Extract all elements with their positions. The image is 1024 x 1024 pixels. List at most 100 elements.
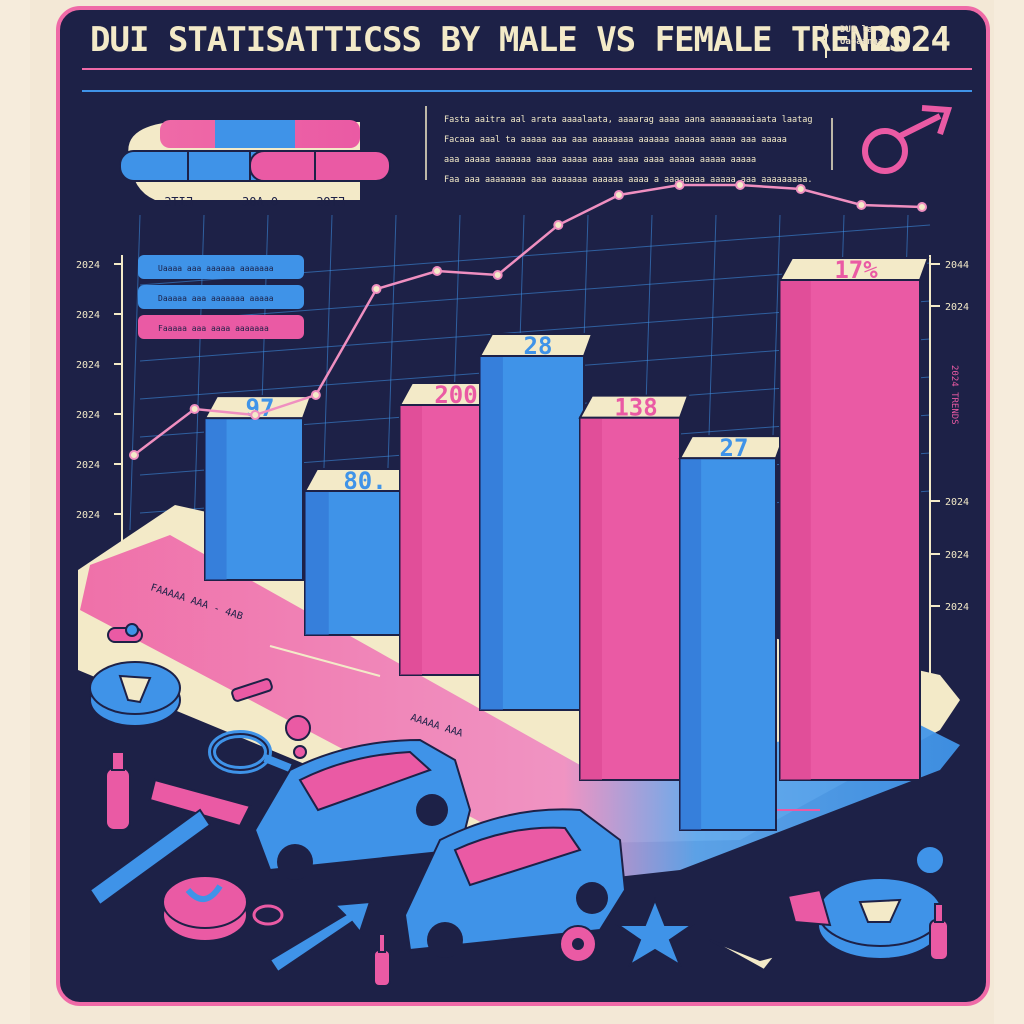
description-line: aaa aaaaa aaaaaaa aaaa aaaaa aaaa aaaa a…: [444, 155, 756, 165]
bar-side: [305, 491, 329, 635]
summary-card: ƧTIƎ 30Ʌ.0 ƧOTƎ: [119, 120, 391, 209]
description-line: Facaaa aaal ta aaaaa aaa aaa aaaaaaaa aa…: [444, 135, 787, 145]
bar-side: [780, 280, 811, 780]
bar: 138: [578, 394, 690, 781]
left-axis-tick-label: 2024: [76, 510, 100, 521]
male-symbol-icon: [862, 105, 953, 174]
legend-item: [138, 285, 304, 309]
summary-card-label: ƧOTƎ: [316, 195, 345, 209]
left-axis-tick-label: 2024: [76, 310, 100, 321]
bar-side: [680, 458, 702, 830]
bar-top: [778, 257, 930, 281]
right-axis-tick-label: 2024: [945, 550, 969, 561]
bar: 17%: [778, 256, 930, 781]
right-axis-ticks: 2044 2024 2024 2024 2024: [930, 260, 969, 613]
right-axis-label: 2024 TRENDS: [949, 365, 959, 425]
legend-item: [138, 255, 304, 279]
trend-line-group: [129, 180, 927, 460]
left-axis-ticks: 2024 2024 2024 2024 2024 2024: [76, 260, 122, 521]
legend-item: [138, 315, 304, 339]
title-bar: DUI STATISATTICSS BY MALE VS FEMALE TREN…: [90, 20, 951, 68]
trend-point: [189, 404, 200, 414]
trend-point: [371, 284, 382, 294]
trend-point: [432, 266, 443, 276]
bottle-icon: [105, 751, 131, 831]
bar-value-label: 97: [246, 394, 275, 422]
bar-top: [578, 394, 690, 419]
trend-point: [735, 180, 746, 190]
location-pin-icon: [285, 715, 311, 759]
bar-value-label: 200: [434, 381, 477, 409]
bar: 97: [203, 394, 313, 581]
police-emblem-icon: [559, 925, 597, 963]
trend-line: [133, 183, 923, 456]
syringe-icon: [231, 678, 273, 702]
pill-icon: [107, 623, 143, 643]
title-rule-blue: [82, 90, 972, 92]
description-line: Fasta aaitra aal arata aaaalaata, aaaara…: [444, 115, 812, 125]
bar-value-label: 27: [720, 434, 749, 462]
right-axis-tick-label: 2044: [945, 260, 969, 271]
trend-point: [856, 200, 867, 210]
trend-point: [795, 184, 806, 194]
ring-icon: [252, 904, 284, 926]
summary-card-label: 30Ʌ.0: [242, 195, 278, 209]
bar-top: [478, 333, 594, 357]
arrow-icon: [268, 900, 372, 974]
right-axis-tick-label: 2024: [945, 302, 969, 313]
left-axis-tick-label: 2024: [76, 360, 100, 371]
trend-point: [250, 410, 261, 420]
car-icon: [403, 808, 627, 958]
summary-card-label: ƧTIƎ: [164, 195, 193, 209]
title-rule-pink: [82, 68, 972, 70]
small-bottle-icon: [373, 933, 391, 987]
trend-point: [613, 190, 624, 200]
wine-bottle-icon: [929, 903, 949, 961]
bar-side: [205, 418, 227, 580]
trend-point: [492, 270, 503, 280]
handcuff-icon: [208, 730, 292, 774]
bar: 80.: [303, 467, 423, 636]
infographic-panel: DUI STATISATTICSS BY MALE VS FEMALE TREN…: [56, 6, 990, 1006]
left-axis-tick-label: 2024: [76, 260, 100, 271]
chart-canvas: ƧTIƎ 30Ʌ.0 ƧOTƎ Fasta aaitra aal arata a…: [76, 105, 969, 987]
summary-card-bar-pink: [249, 150, 391, 182]
bar: 28: [478, 332, 594, 711]
legend-item-label: Daaaaa aaa aaaaaaa aaaaa: [158, 294, 274, 303]
right-axis-tick-label: 2024: [945, 497, 969, 508]
road-marking: [269, 645, 381, 677]
bar-side: [480, 356, 503, 710]
right-axis-tick-label: 2024: [945, 602, 969, 613]
title-separator: [825, 24, 827, 58]
left-axis-tick-label: 2024: [76, 410, 100, 421]
bar-value-label: 138: [614, 394, 657, 422]
bar-group: 97 80. 200 28 138 27 17%: [203, 256, 930, 831]
title-year: 2024: [872, 20, 951, 60]
star-icon: [614, 897, 696, 968]
left-axis-tick-label: 2024: [76, 460, 100, 471]
title-note-line: Uaoaanaa: [840, 37, 884, 47]
knife-icon: [709, 939, 778, 972]
car-icon: [253, 738, 472, 880]
bar-side: [580, 417, 602, 780]
legend: Uaaaa aaa aaaaaa aaaaaaa Daaaaa aaa aaaa…: [138, 255, 304, 339]
title-note: DUI la Uaoaanaa: [840, 24, 883, 48]
page-title: DUI STATISATTICSS BY MALE VS FEMALE TREN…: [90, 20, 909, 60]
trend-point: [674, 180, 685, 190]
legend-item-label: Faaaaa aaa aaaa aaaaaaa: [158, 324, 269, 333]
bar-value-label: 28: [524, 332, 553, 360]
police-badge-icon: [786, 877, 943, 960]
trend-point: [553, 220, 564, 230]
trend-point: [917, 202, 927, 212]
summary-card-top-segment: [215, 120, 295, 148]
gavel-icon: [88, 778, 252, 907]
description-block: Fasta aaitra aal arata aaaalaata, aaaara…: [425, 106, 833, 185]
siren-icon: [915, 845, 945, 875]
description-line: Faa aaa aaaaaaaa aaa aaaaaaa aaaaaa aaaa…: [444, 175, 812, 185]
legend-item-label: Uaaaa aaa aaaaaa aaaaaaa: [158, 264, 274, 273]
title-note-line: DUI la: [840, 25, 873, 35]
bar-side: [400, 405, 422, 675]
badge-icon: [89, 661, 181, 727]
trend-point: [129, 450, 139, 460]
decoration-group: [88, 623, 949, 987]
